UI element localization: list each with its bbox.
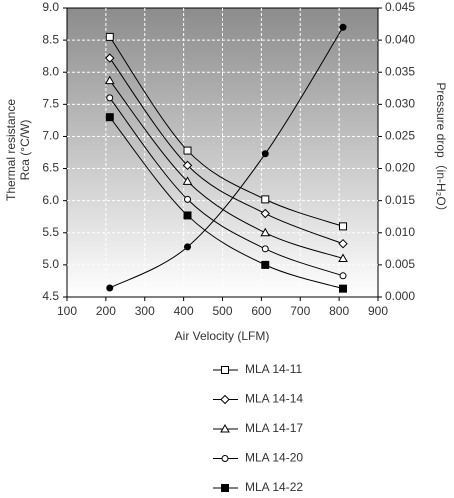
x-tick-label: 700 — [290, 304, 310, 318]
legend-label: MLA 14-22 — [245, 480, 303, 493]
y2-tick-label: 0.010 — [385, 225, 415, 239]
marker — [184, 243, 192, 251]
marker — [261, 195, 270, 204]
y-tick-label: 9.0 — [42, 0, 59, 14]
legend-label: MLA 14-11 — [245, 362, 302, 376]
y-tick-label: 6.0 — [42, 193, 59, 207]
marker — [106, 284, 114, 292]
marker — [182, 160, 193, 171]
y-tick-label: 8.5 — [42, 32, 59, 46]
series-line — [109, 97, 344, 277]
marker — [260, 227, 271, 237]
y2-tick-label: 0.020 — [385, 161, 415, 175]
x-tick-label: 800 — [329, 304, 349, 318]
y-tick-label: 7.0 — [42, 129, 59, 143]
marker — [261, 260, 270, 269]
legend-label: MLA 14-14 — [245, 392, 303, 406]
legend-label: MLA 14-20 — [245, 451, 303, 465]
y-tick-label: 8.0 — [42, 64, 59, 78]
series-line — [109, 116, 344, 290]
series-line — [109, 27, 344, 289]
legend-label: MLA 14-17 — [245, 421, 303, 435]
x-tick-label: 900 — [368, 304, 388, 318]
y-tick-label: 4.5 — [42, 289, 59, 303]
y-tick-label: 5.5 — [42, 225, 59, 239]
marker — [183, 211, 192, 220]
y-tick-label: 5.0 — [42, 257, 59, 271]
y2-tick-label: 0.040 — [385, 32, 415, 46]
y2-axis-title: Pressure drop（in-H₂O） — [434, 82, 448, 217]
x-tick-label: 200 — [96, 304, 116, 318]
marker — [105, 53, 115, 63]
marker — [184, 195, 192, 203]
x-tick-label: 500 — [212, 304, 232, 318]
y-tick-label: 6.5 — [42, 161, 59, 175]
marker — [339, 23, 347, 31]
marker — [339, 272, 347, 280]
x-axis-title: Air Velocity (LFM) — [175, 329, 270, 343]
series-line — [109, 80, 344, 259]
marker — [104, 75, 115, 85]
marker — [338, 253, 348, 262]
y2-tick-label: 0.030 — [385, 97, 415, 111]
y-axis-title: Rca (°C/W) — [18, 120, 32, 181]
marker — [261, 245, 269, 253]
y2-tick-label: 0.000 — [385, 289, 415, 303]
marker — [183, 146, 192, 155]
marker — [105, 113, 114, 122]
y-axis-title: Thermal resistance — [4, 99, 18, 201]
marker — [339, 222, 348, 231]
series-line — [109, 57, 344, 245]
series-line — [109, 36, 344, 227]
marker — [105, 32, 114, 41]
x-tick-label: 400 — [174, 304, 194, 318]
y2-tick-label: 0.015 — [385, 193, 415, 207]
marker — [220, 423, 230, 433]
marker — [221, 366, 229, 374]
marker — [260, 208, 270, 219]
marker — [339, 284, 348, 293]
marker — [338, 238, 348, 249]
x-tick-label: 300 — [135, 304, 155, 318]
y2-tick-label: 0.005 — [385, 257, 415, 271]
y2-tick-label: 0.035 — [385, 64, 415, 78]
y2-tick-label: 0.045 — [385, 0, 415, 14]
y-tick-label: 7.5 — [42, 97, 59, 111]
x-tick-label: 600 — [251, 304, 271, 318]
marker — [220, 394, 230, 405]
marker — [221, 484, 229, 492]
marker — [182, 176, 193, 185]
marker — [261, 150, 269, 158]
y2-tick-label: 0.025 — [385, 129, 415, 143]
marker — [221, 455, 229, 462]
x-tick-label: 100 — [57, 304, 77, 318]
marker — [106, 94, 114, 102]
